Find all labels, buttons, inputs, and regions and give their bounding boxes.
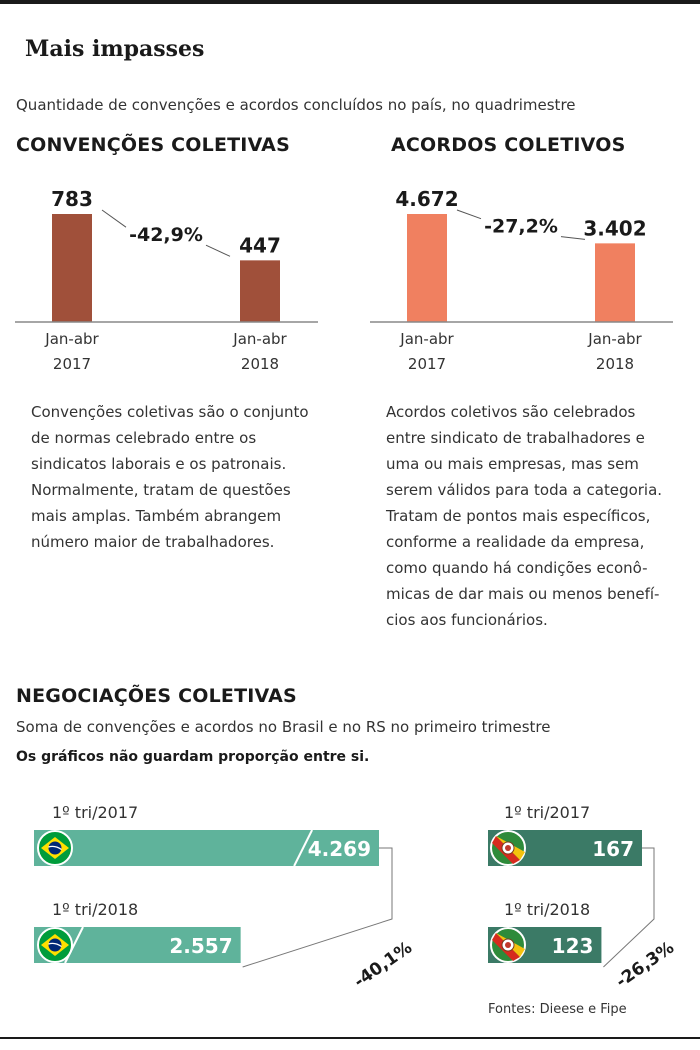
proportion-note: Os gráficos não guardam proporção entre …: [16, 749, 370, 765]
axis-break: [293, 829, 313, 867]
x-tick-label: Jan-abr: [587, 330, 642, 348]
top-rule: [0, 0, 700, 4]
description-line: uma ou mais empresas, mas sem: [386, 455, 639, 473]
category-label: 1º tri/2017: [504, 803, 590, 822]
change-connector: [205, 244, 231, 257]
bar-value-label: 167: [592, 837, 634, 861]
bar-value-label: 123: [552, 934, 594, 958]
change-connector: [456, 209, 482, 220]
negociacoes-subtitle: Soma de convenções e acordos no Brasil e…: [16, 718, 551, 736]
bar-value-label: 2.557: [169, 934, 232, 958]
bar-value-label: 4.672: [395, 187, 458, 211]
bottom-rule: [0, 1037, 700, 1039]
x-tick-label: Jan-abr: [399, 330, 454, 348]
description-line: Convenções coletivas são o conjunto: [31, 403, 309, 421]
x-tick-label: Jan-abr: [232, 330, 287, 348]
category-label: 1º tri/2018: [504, 900, 590, 919]
page-title: Mais impasses: [25, 36, 205, 62]
bar: [595, 243, 635, 322]
bar-value-label: 447: [239, 233, 281, 257]
change-label: -26,3%: [612, 938, 678, 990]
x-tick-label: 2018: [241, 355, 279, 373]
bar-value-label: 3.402: [583, 216, 646, 240]
bar-value-label: 783: [51, 187, 93, 211]
change-connector: [560, 236, 586, 240]
description-line: entre sindicato de trabalhadores e: [386, 429, 645, 447]
convencoes-chart: 783 Jan-abr 2017 447 Jan-abr 2018 -42,9%: [15, 187, 318, 373]
acordos-chart: 4.672 Jan-abr 2017 3.402 Jan-abr 2018 -27,2%: [370, 187, 673, 373]
description-line: micas de dar mais ou menos benefí-: [386, 585, 660, 603]
description-line: Tratam de pontos mais específicos,: [386, 507, 651, 525]
convencoes-heading: CONVENÇÕES COLETIVAS: [16, 134, 290, 156]
description-line: serem válidos para toda a categoria.: [386, 481, 663, 499]
change-label: -27,2%: [484, 216, 558, 238]
page-subtitle: Quantidade de convenções e acordos concl…: [16, 96, 576, 114]
description-line: mais amplas. Também abrangem: [31, 507, 282, 525]
category-label: 1º tri/2017: [52, 803, 138, 822]
acordos-heading: ACORDOS COLETIVOS: [391, 134, 626, 156]
bar: [34, 830, 379, 866]
negociacoes-heading: NEGOCIAÇÕES COLETIVAS: [16, 685, 297, 707]
rs-flag-icon: [490, 830, 526, 866]
convencoes-description: Convenções coletivas são o conjunto de n…: [31, 399, 351, 555]
x-tick-label: Jan-abr: [44, 330, 99, 348]
description-line: Normalmente, tratam de questões: [31, 481, 291, 499]
acordos-description: Acordos coletivos são celebrados entre s…: [386, 399, 691, 633]
bar: [240, 260, 280, 322]
change-connector: [101, 209, 127, 228]
change-connector: [603, 847, 655, 968]
bar: [52, 214, 92, 322]
bar: [407, 214, 447, 322]
description-line: Acordos coletivos são celebrados: [386, 403, 636, 421]
category-label: 1º tri/2018: [52, 900, 138, 919]
description-line: como quando há condições econô-: [386, 559, 648, 577]
bar-value-label: 4.269: [308, 837, 371, 861]
description-line: número maior de trabalhadores.: [31, 533, 275, 551]
description-line: conforme a realidade da empresa,: [386, 533, 645, 551]
change-connector: [242, 847, 393, 968]
description-line: de normas celebrado entre os: [31, 429, 257, 447]
change-label: -42,9%: [129, 224, 203, 246]
brazil-flag-icon: [37, 830, 73, 866]
x-tick-label: 2017: [53, 355, 91, 373]
x-tick-label: 2018: [596, 355, 634, 373]
rs-flag-icon: [490, 927, 526, 963]
description-line: cios aos funcionários.: [386, 611, 548, 629]
change-label: -40,1%: [350, 938, 416, 990]
x-tick-label: 2017: [408, 355, 446, 373]
brazil-flag-icon: [37, 927, 73, 963]
brasil-chart: 1º tri/2017 4.269 1º tri/2018 2.557 -40,1%: [34, 803, 416, 990]
description-line: sindicatos laborais e os patronais.: [31, 455, 287, 473]
source-note: Fontes: Dieese e Fipe: [488, 1002, 627, 1017]
